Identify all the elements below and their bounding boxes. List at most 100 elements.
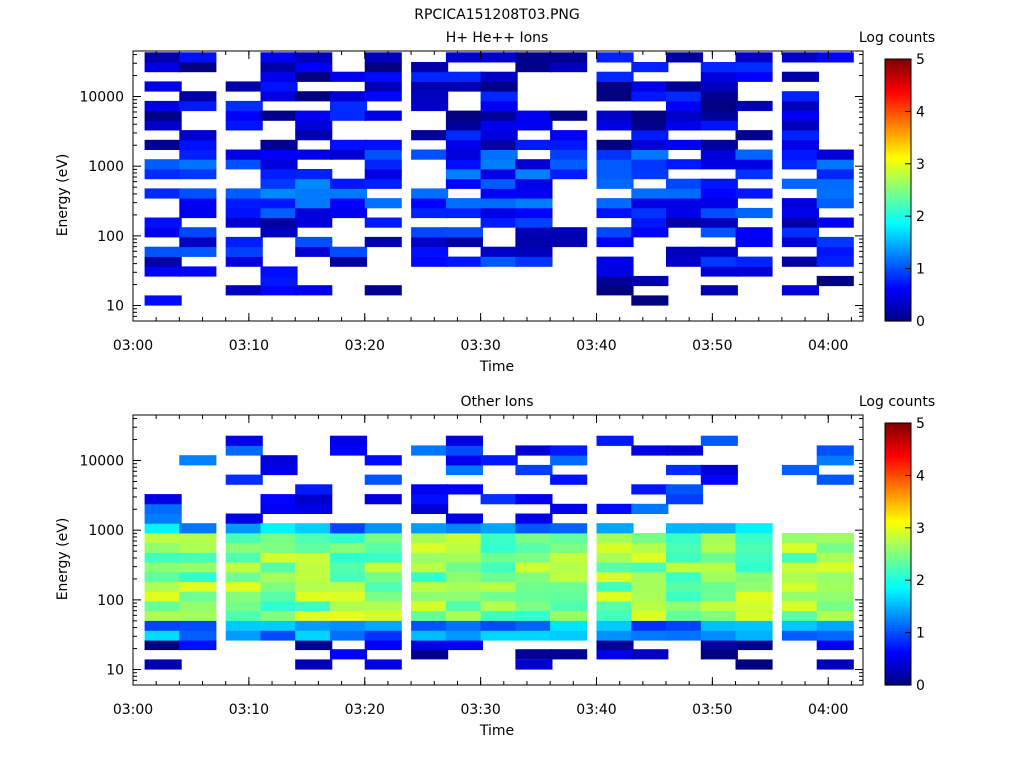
heatmap-cell (781, 600, 819, 612)
y-tick-label: 10000 (79, 90, 124, 106)
heatmap-cell (364, 139, 402, 150)
colorbar-segment (885, 176, 911, 181)
colorbar-segment (885, 310, 911, 314)
heatmap-cell (631, 591, 669, 602)
heatmap-cells (144, 435, 854, 670)
heatmap-cell (480, 552, 518, 563)
heatmap-cell (411, 198, 449, 209)
heatmap-cell (631, 484, 669, 495)
heatmap-cell (816, 533, 854, 544)
heatmap-cell (480, 610, 518, 621)
heatmap-cell (225, 285, 263, 296)
heatmap-cell (260, 285, 298, 296)
heatmap-cell (295, 523, 333, 534)
heatmap-cell (700, 71, 738, 82)
heatmap-cell (781, 159, 819, 170)
heatmap-cell (666, 591, 704, 602)
heatmap-cell (480, 246, 518, 257)
heatmap-cell (700, 256, 738, 267)
heatmap-cell (781, 71, 819, 82)
heatmap-cell (550, 52, 588, 63)
heatmap-cell (445, 236, 483, 248)
heatmap-cell (480, 591, 518, 602)
heatmap-cell (480, 100, 518, 112)
heatmap-cell (225, 149, 263, 160)
heatmap-cell (631, 227, 669, 238)
heatmap-cell (480, 110, 518, 121)
colorbar-segment (885, 582, 911, 587)
heatmap-cell (735, 169, 773, 180)
heatmap-cell (295, 620, 333, 631)
colorbar-segment (885, 671, 911, 676)
colorbar-segment (885, 522, 911, 526)
heatmap-cell (411, 227, 449, 238)
heatmap-cell (225, 110, 263, 121)
heatmap-cell (445, 591, 483, 602)
colorbar-segment (885, 315, 911, 319)
heatmap-cell (735, 610, 773, 621)
heatmap-cell (666, 484, 704, 495)
heatmap-cell (515, 236, 553, 248)
colorbar-segment (885, 661, 911, 665)
heatmap-cell (445, 139, 483, 150)
colorbar-segment (885, 187, 911, 191)
colorbar-segment (885, 171, 911, 175)
heatmap-cell (295, 659, 333, 670)
colorbar-segment (885, 226, 911, 230)
colorbar-segment (885, 169, 911, 173)
heatmap-cell (144, 610, 182, 621)
colorbar-segment (885, 265, 911, 270)
colorbar-tick-label: 4 (916, 468, 925, 484)
heatmap-cell (445, 445, 483, 456)
heatmap-cell (411, 639, 449, 651)
heatmap-cell (515, 110, 553, 121)
colorbar-segment (885, 245, 911, 249)
heatmap-cell (295, 198, 333, 209)
colorbar-segment (885, 611, 911, 615)
colorbar-segment (885, 305, 911, 309)
colorbar-segment (885, 284, 911, 288)
heatmap-cell (550, 169, 588, 180)
colorbar-segment (885, 106, 911, 110)
heatmap-cell (596, 523, 634, 534)
colorbar-segment (885, 480, 911, 484)
colorbar-tick-label: 1 (916, 262, 925, 278)
heatmap-cell (445, 639, 483, 651)
heatmap-cell (144, 620, 182, 631)
colorbar-segment (885, 69, 911, 73)
heatmap-cell (179, 542, 217, 553)
heatmap-cell (330, 533, 368, 544)
heatmap-cell (225, 236, 263, 248)
heatmap-cell (144, 542, 182, 553)
heatmap-cell (295, 120, 333, 131)
heatmap-cell (330, 649, 368, 660)
heatmap-cell (364, 659, 402, 670)
colorbar-segment (885, 501, 911, 505)
heatmap-cell (480, 571, 518, 583)
heatmap-cell (364, 639, 402, 651)
heatmap-cell (631, 198, 669, 209)
heatmap-cell (144, 591, 182, 602)
colorbar-segment (885, 554, 911, 558)
heatmap-cell (411, 494, 449, 505)
heatmap-cell (596, 275, 634, 287)
heatmap-cell (550, 130, 588, 141)
heatmap-cell (700, 207, 738, 219)
heatmap-cell (700, 542, 738, 553)
x-tick-label: 03:20 (345, 338, 385, 354)
colorbar-segment (885, 74, 911, 78)
x-axis-label: Time (479, 723, 514, 739)
heatmap-cell (225, 474, 263, 485)
heatmap-cell (781, 91, 819, 102)
heatmap-cell (735, 52, 773, 63)
x-tick-label: 03:40 (576, 338, 616, 354)
heatmap-cell (666, 246, 704, 257)
heatmap-cell (596, 149, 634, 160)
heatmap-cell (411, 91, 449, 102)
heatmap-cell (330, 571, 368, 583)
colorbar-segment (885, 281, 911, 285)
heatmap-cell (631, 581, 669, 592)
heatmap-cell (735, 62, 773, 73)
heatmap-cell (364, 562, 402, 573)
heatmap-cell (596, 503, 634, 514)
